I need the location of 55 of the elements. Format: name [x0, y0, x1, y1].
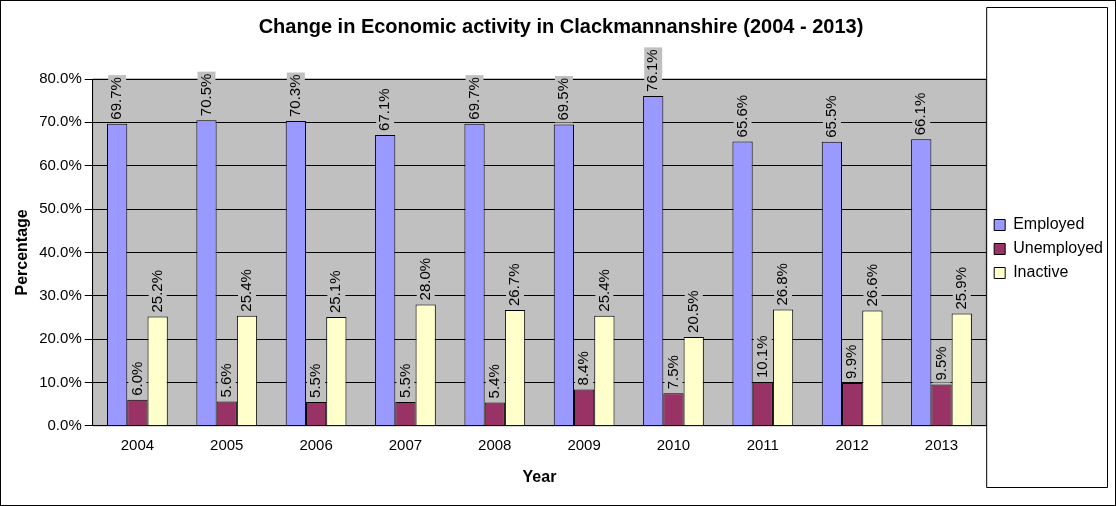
data-label: 69.7%	[107, 77, 125, 120]
data-label: 26.8%	[773, 263, 791, 306]
data-label: 10.1%	[752, 335, 770, 379]
data-label: 6.0%	[127, 361, 145, 396]
data-label: 5.5%	[395, 363, 413, 398]
x-tick-label: 2009	[567, 435, 601, 453]
data-label: 25.9%	[951, 266, 969, 310]
y-axis-title: Percentage	[13, 209, 31, 296]
data-label: 7.5%	[663, 355, 681, 390]
x-tick-label: 2006	[299, 435, 333, 453]
data-label: 5.4%	[484, 364, 502, 399]
data-label: 69.7%	[464, 77, 482, 120]
data-label: 25.4%	[594, 269, 612, 312]
data-label: 70.3%	[285, 74, 303, 118]
x-tick-label: 2004	[120, 435, 155, 453]
x-tick-label: 2011	[746, 435, 779, 453]
y-tick-label: 30.0%	[39, 285, 82, 303]
legend-label: Unemployed	[1013, 239, 1103, 257]
y-tick-label: 50.0%	[39, 199, 82, 217]
x-tick-label: 2012	[835, 435, 869, 453]
data-label: 69.5%	[554, 77, 572, 121]
x-tick-label: 2007	[388, 435, 423, 453]
y-tick-label: 10.0%	[39, 372, 82, 390]
data-label: 67.1%	[375, 88, 393, 131]
data-label: 70.5%	[196, 73, 214, 117]
data-label: 9.5%	[931, 346, 949, 381]
data-label: 65.5%	[822, 95, 840, 138]
y-tick-label: 80.0%	[39, 69, 82, 87]
data-label: 25.4%	[237, 269, 255, 312]
x-tick-label: 2005	[210, 435, 244, 453]
legend-label: Employed	[1013, 215, 1085, 233]
y-tick-label: 40.0%	[39, 242, 82, 260]
x-tick-label: 2010	[656, 435, 691, 453]
data-label: 20.5%	[683, 290, 701, 333]
data-label: 26.6%	[862, 263, 880, 307]
data-label: 25.1%	[326, 270, 344, 313]
data-label: 25.2%	[147, 270, 165, 313]
legend-label: Inactive	[1013, 263, 1069, 281]
data-label: 66.1%	[911, 92, 929, 136]
x-tick-label: 2008	[478, 435, 512, 453]
data-label: 65.6%	[732, 94, 750, 138]
x-tick-label: 2013	[924, 435, 959, 453]
data-label: 5.6%	[216, 363, 234, 398]
chart-title: Change in Economic activity in Clackmannanshire (2004 - 2013)	[258, 14, 864, 37]
data-label: 8.4%	[574, 351, 592, 386]
y-tick-label: 0.0%	[47, 415, 82, 433]
x-axis-title: Year	[522, 467, 557, 485]
data-label: 76.1%	[643, 49, 661, 92]
data-label: 26.7%	[505, 263, 523, 307]
y-tick-label: 20.0%	[39, 329, 82, 347]
data-label: 9.9%	[842, 344, 860, 379]
y-tick-label: 70.0%	[39, 112, 82, 130]
data-label: 28.0%	[415, 257, 433, 301]
data-label: 5.5%	[306, 363, 324, 398]
y-tick-label: 60.0%	[39, 155, 82, 173]
